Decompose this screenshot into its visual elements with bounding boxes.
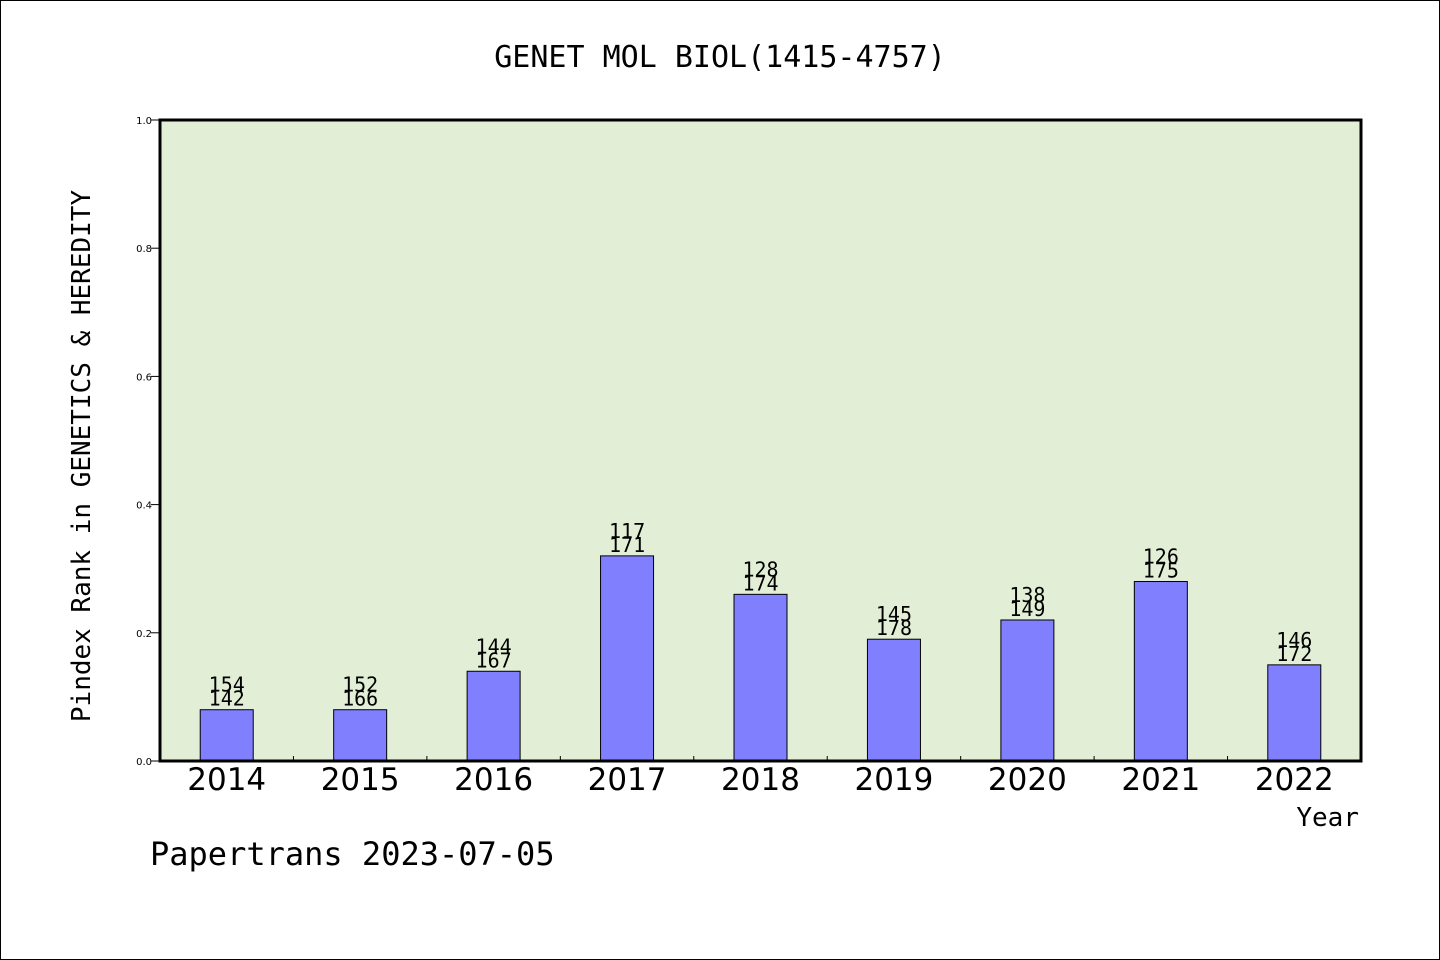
y-tick-label: 0.8 xyxy=(136,244,152,255)
bar xyxy=(733,593,788,762)
bar-label-bottom: 167 xyxy=(476,648,512,672)
x-axis: 2014 2015 2016 2017 2018 2019 2020 2021 2022 xyxy=(187,756,1334,798)
bar xyxy=(1133,581,1188,762)
x-tick-label: 2016 xyxy=(454,762,533,798)
x-tick-label: 2021 xyxy=(1121,762,1200,798)
bar-label-top: 138 xyxy=(1009,583,1045,607)
y-tick-label: 0.0 xyxy=(136,757,152,768)
bar-label-top: 154 xyxy=(209,673,245,697)
bar-label-top: 126 xyxy=(1143,545,1179,569)
x-tick-label: 2020 xyxy=(988,762,1067,798)
bar-label-top: 117 xyxy=(609,519,645,543)
bar-label-bottom: 172 xyxy=(1276,642,1312,666)
y-axis: 0.0 0.2 0.4 0.6 0.8 1.0 xyxy=(136,116,160,768)
x-axis-label: Year xyxy=(1296,803,1359,833)
bar-label-bottom: 178 xyxy=(876,616,912,640)
bar xyxy=(1267,664,1322,762)
bar-series xyxy=(199,555,1322,762)
bar xyxy=(199,709,254,762)
bar-label-top: 152 xyxy=(342,673,378,697)
bar-label-top: 144 xyxy=(476,634,512,658)
bar xyxy=(466,670,521,762)
y-tick-label: 0.2 xyxy=(136,629,152,640)
x-tick-label: 2014 xyxy=(187,762,266,798)
bar-labels: 1541421521661441671171711281741451781381… xyxy=(209,519,1313,711)
bar-label-top: 146 xyxy=(1276,628,1312,652)
bar xyxy=(1000,619,1055,762)
chart-title: GENET MOL BIOL(1415-4757) xyxy=(494,40,946,75)
x-tick-label: 2018 xyxy=(721,762,800,798)
x-tick-label: 2022 xyxy=(1255,762,1334,798)
bar-label-bottom: 149 xyxy=(1009,597,1045,621)
bar-label-bottom: 174 xyxy=(742,571,778,595)
plot-border xyxy=(158,118,1363,763)
y-tick-label: 1.0 xyxy=(136,116,152,127)
bar xyxy=(866,638,921,762)
bar-label-top: 128 xyxy=(742,557,778,581)
bar xyxy=(600,555,655,762)
bar-label-bottom: 175 xyxy=(1143,559,1179,583)
bar xyxy=(333,709,388,762)
bar-label-bottom: 166 xyxy=(342,687,378,711)
x-tick-label: 2019 xyxy=(854,762,933,798)
y-tick-label: 0.6 xyxy=(136,372,152,383)
bar-label-bottom: 171 xyxy=(609,533,645,557)
y-tick-label: 0.4 xyxy=(136,501,152,512)
bar-label-bottom: 142 xyxy=(209,687,245,711)
x-tick-label: 2017 xyxy=(588,762,667,798)
y-axis-label: Pindex Rank in GENETICS & HEREDITY xyxy=(67,190,97,723)
x-tick-label: 2015 xyxy=(321,762,400,798)
footer-note: Papertrans 2023-07-05 xyxy=(150,835,555,873)
bar-label-top: 145 xyxy=(876,602,912,626)
